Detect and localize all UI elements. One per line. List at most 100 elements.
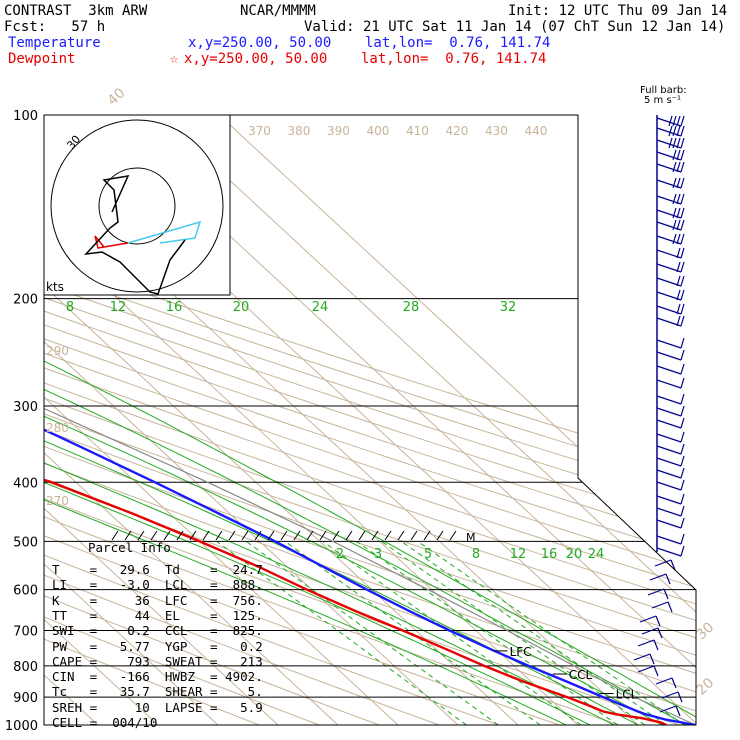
dry-adiabat [44,115,380,725]
wind-barb-flag [653,639,659,651]
wind-barb-flag [680,233,685,245]
parcel-info-row: Tc = 35.7 SHEAR = 5. [52,684,263,700]
melting-level-label: M [466,531,476,544]
dry-adiabat [44,115,696,725]
moist-adiabat-label: 20 [233,300,250,315]
wind-barb [647,588,665,596]
level-marker-label: CCL [569,668,593,682]
wind-barb [649,573,667,581]
wind-barb-flag [680,315,685,327]
wind-barb-flag [672,219,677,231]
level-marker-label: LCL [616,688,638,702]
hatch-mark [436,530,444,541]
wind-barb [656,379,682,389]
mixing-ratio-label: 20 [566,547,583,562]
temperature-profile-line [44,115,696,725]
wind-barb [651,601,669,609]
dry-adiabat [44,115,696,725]
wind-barb-flag [680,467,685,479]
mixing-ratio-label: 3 [374,547,382,562]
moist-adiabat [44,221,687,725]
hatch-mark [358,530,366,541]
isotherm-line [44,115,579,725]
wind-barb [656,547,682,557]
hatch-mark [254,530,262,541]
isotherm-label: 20 [693,675,717,699]
wind-barb [656,445,682,455]
legend-temperature-location: x,y=250.00, 50.00 lat,lon= 0.76, 141.74 [188,35,551,51]
wind-barb-flag [680,545,685,557]
wind-barb-flag [680,431,685,443]
moist-adiabat-label: 24 [312,300,329,315]
mixing-ratio-line [284,540,541,725]
mixing-ratio-label: 24 [588,547,605,562]
hatch-mark [293,530,301,541]
theta-label: 400 [367,124,390,138]
hatch-mark [202,530,210,541]
hatch-mark [111,530,119,541]
wind-barb-flag [680,137,685,149]
hatch-mark [280,530,288,541]
moist-adiabat [44,221,639,725]
wind-barb-flag [676,125,681,137]
theta-label: 390 [327,124,350,138]
wind-barb-flag [680,533,685,545]
hodograph-kts-label: kts [46,280,64,294]
isotherm-label: 40 [105,85,129,109]
wind-barb-flag [676,261,681,273]
parcel-info-row: CELL = 004/10 [52,715,158,730]
wind-barb-flag [680,479,685,491]
wind-barb-flag [676,193,681,205]
wind-barb-flag [649,653,655,665]
barb-legend-line1: Full barb: [640,85,687,96]
barb-legend-line2: 5 m s⁻¹ [644,95,681,106]
header-center: NCAR/MMMM [240,3,316,19]
dry-adiabat [44,115,696,725]
wind-barb [654,559,672,567]
pressure-tick-label: 500 [13,535,38,550]
hatch-mark [371,530,379,541]
isotherm-line [44,115,459,725]
wind-barb [656,535,682,545]
isotherm-line [44,115,219,725]
wind-barb-flag [680,505,685,517]
parcel-path-line [44,115,696,725]
wind-barb-flag [680,455,685,467]
wind-barb-flag [676,303,681,315]
wind-barb [661,691,679,699]
isotherm-line [158,115,696,725]
hatch-mark [397,530,405,541]
wind-barb-flag [680,363,685,375]
dry-adiabat [44,115,680,725]
pressure-tick-label: 1000 [5,719,38,734]
mixing-ratio-label: 5 [424,547,432,562]
wind-barb-flag [680,405,685,417]
wind-barb-flag [672,161,677,173]
theta-label: 410 [406,124,429,138]
plot-frame [43,114,697,726]
theta-label: 430 [485,124,508,138]
dry-adiabat [44,115,696,725]
wind-barb [655,677,673,685]
wind-barb-flag [672,207,677,219]
parcel-info-row: K = 36 LFC = 756. [52,592,263,608]
moist-adiabat-label: 12 [110,300,127,315]
wind-barb-flag [680,349,685,361]
hodograph-ring-outer [50,119,224,293]
wind-barb-flag [657,627,663,639]
dry-adiabat [44,115,696,725]
hatch-mark [423,530,431,541]
dry-adiabat [44,115,696,725]
wind-barb-flag [671,677,677,689]
legend-dewpoint: Dewpoint [8,51,76,67]
moist-adiabat-label: 16 [166,300,183,315]
wind-barb-flag [680,247,685,259]
wind-barb-flag [670,559,676,571]
mixing-ratio-line [356,540,619,725]
parcel-info-row: SWI = 0.2 CCL = 825. [52,623,263,639]
parcel-info-title: Parcel Info [88,540,171,555]
pressure-tick-label: 100 [13,109,38,124]
dry-adiabat [44,115,696,725]
wind-barb-flag [680,177,685,189]
dry-adiabat [44,115,696,725]
